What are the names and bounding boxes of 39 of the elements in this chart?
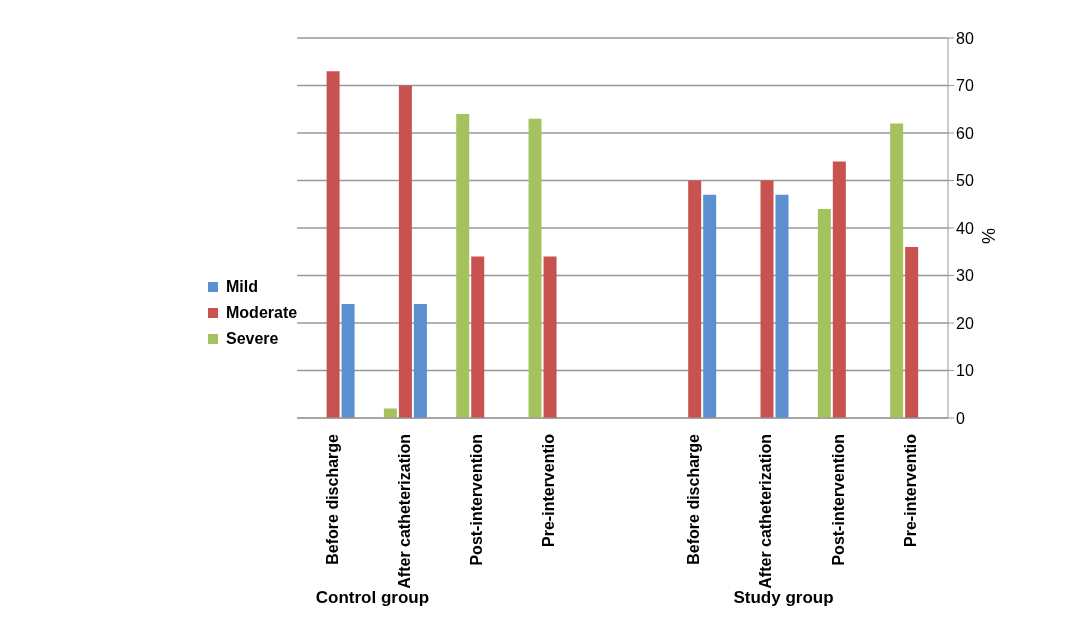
bar (341, 304, 355, 418)
bar (398, 85, 412, 418)
y-tick-label: 60 (956, 124, 974, 142)
text: Control group (314, 588, 431, 608)
bar (688, 180, 702, 418)
bar (890, 123, 904, 418)
bar (326, 71, 340, 418)
x-tick-label: Pre-interventio (540, 433, 558, 547)
y-tick-label: 40 (956, 219, 974, 237)
y-tick-label: 0 (956, 409, 965, 427)
bar (528, 118, 542, 418)
y-tick-label: 70 (956, 77, 974, 95)
x-tick-label: After catheterization (757, 434, 775, 589)
x-tick-label: Before discharge (685, 433, 703, 565)
legend-label: Moderate (226, 304, 298, 322)
bar (775, 194, 789, 418)
legend-label: Severe (226, 330, 279, 348)
y-tick-label: 80 (956, 29, 974, 47)
bar (413, 304, 427, 418)
bar (471, 256, 485, 418)
y-tick-label: 10 (956, 362, 974, 380)
bar (456, 114, 470, 418)
y-tick-label: 20 (956, 314, 974, 332)
y-axis-title: % (977, 228, 998, 245)
bar (543, 256, 557, 418)
legend-label: Mild (226, 278, 258, 296)
bar (832, 161, 846, 418)
bar (817, 209, 831, 418)
text: Study group (732, 588, 835, 608)
x-tick-label: Post-intervention (468, 434, 486, 566)
bar (905, 247, 919, 418)
x-tick-label: Post-intervention (829, 434, 847, 566)
x-tick-label: Before discharge (323, 433, 341, 565)
bar (760, 180, 774, 418)
x-tick-label: After catheterization (395, 434, 413, 589)
y-tick-label: 50 (956, 172, 974, 190)
x-tick-label: Pre-interventio (902, 433, 920, 547)
bar (703, 194, 717, 418)
y-tick-label: 30 (956, 267, 974, 285)
